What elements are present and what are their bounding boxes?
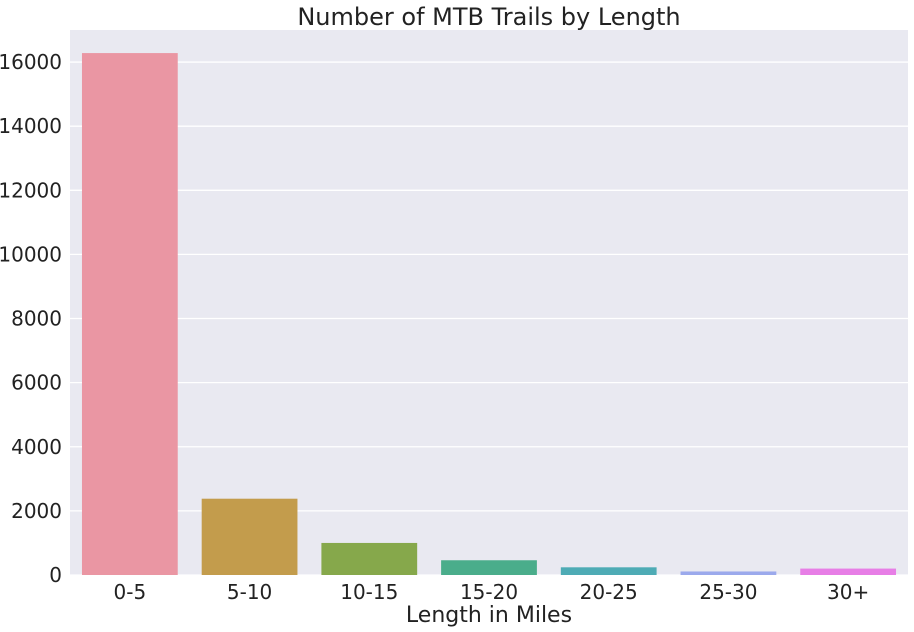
- x-tick-label: 10-15: [340, 580, 398, 604]
- y-tick-label: 4000: [11, 435, 62, 459]
- x-axis-label: Length in Miles: [406, 603, 572, 628]
- y-tick-label: 6000: [11, 371, 62, 395]
- bar-30+: [800, 568, 897, 575]
- x-tick-label: 30+: [827, 580, 869, 604]
- y-tick-label: 14000: [0, 114, 62, 138]
- y-tick-label: 0: [49, 563, 62, 587]
- x-tick-labels: 0-5 5-10 10-15 15-20 20-25 25-30 30+: [114, 580, 870, 604]
- bar-15-20: [441, 560, 537, 575]
- x-tick-label: 25-30: [699, 580, 757, 604]
- x-tick-label: 15-20: [460, 580, 518, 604]
- plot-background: [70, 30, 908, 575]
- x-tick-label: 20-25: [580, 580, 638, 604]
- y-tick-label: 2000: [11, 499, 62, 523]
- bar-0-5: [81, 53, 178, 576]
- chart-title: Number of MTB Trails by Length: [297, 3, 680, 31]
- y-tick-label: 8000: [11, 307, 62, 331]
- bars: [81, 53, 897, 576]
- bar-20-25: [560, 567, 657, 575]
- y-tick-label: 12000: [0, 178, 62, 202]
- bar-5-10: [201, 498, 298, 575]
- bar-10-15: [321, 542, 418, 575]
- x-tick-label: 5-10: [227, 580, 272, 604]
- x-tick-label: 0-5: [114, 580, 147, 604]
- y-tick-label: 10000: [0, 242, 62, 266]
- bar-25-30: [680, 571, 777, 575]
- y-tick-labels: 0 2000 4000 6000 8000 10000 12000 14000 16000: [0, 50, 62, 587]
- y-tick-label: 16000: [0, 50, 62, 74]
